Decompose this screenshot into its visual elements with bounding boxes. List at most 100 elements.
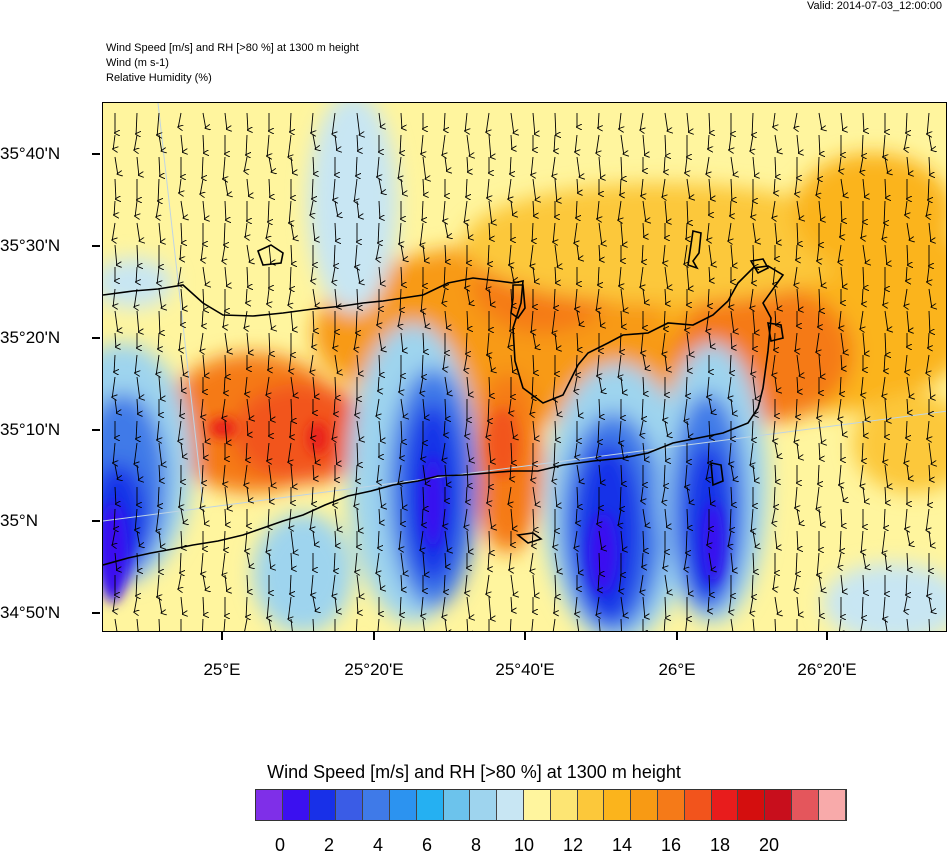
wind-arrow xyxy=(794,420,797,442)
wind-arrow xyxy=(334,530,336,546)
wind-arrow xyxy=(620,332,621,352)
wind-arrow xyxy=(640,574,643,592)
wind-arrow xyxy=(246,552,250,567)
wind-arrow xyxy=(818,420,822,443)
wind-arrow xyxy=(774,310,776,325)
wind-arrow xyxy=(202,420,206,442)
wind-arrow xyxy=(774,618,776,631)
wind-arrow xyxy=(400,596,401,615)
wind-arrow xyxy=(421,596,423,616)
wind-arrow xyxy=(466,530,469,552)
wind-arrow xyxy=(444,618,447,631)
wind-arrow xyxy=(422,200,423,220)
wind-arrow xyxy=(290,244,292,264)
wind-arrow xyxy=(928,464,930,480)
wind-arrow xyxy=(158,464,160,481)
wind-arrow xyxy=(290,112,291,132)
wind-arrow xyxy=(884,178,886,198)
wind-arrow xyxy=(420,376,423,393)
lat-tick xyxy=(92,612,100,614)
wind-arrow xyxy=(576,398,579,416)
wind-arrow xyxy=(730,354,731,373)
wind-arrow xyxy=(488,354,492,371)
wind-arrow xyxy=(422,508,423,525)
wind-arrow xyxy=(420,222,423,245)
wind-arrow xyxy=(400,398,404,417)
wind-arrow xyxy=(487,332,489,355)
wind-arrow xyxy=(794,112,797,128)
wind-arrow xyxy=(619,266,621,286)
wind-arrow xyxy=(312,288,316,306)
wind-arrow xyxy=(114,178,116,199)
wind-arrow xyxy=(134,134,137,150)
wind-arrow xyxy=(466,332,467,354)
wind-arrow xyxy=(290,552,292,569)
wind-arrow xyxy=(796,552,797,574)
wind-arrow xyxy=(663,552,665,568)
wind-arrow xyxy=(179,332,181,350)
wind-arrow xyxy=(576,354,577,375)
wind-arrow xyxy=(510,200,513,215)
colorbar-swatch xyxy=(363,790,390,820)
wind-arrow xyxy=(246,398,250,419)
wind-arrow xyxy=(642,552,643,567)
wind-arrow xyxy=(356,464,357,481)
wind-arrow xyxy=(334,508,338,530)
wind-arrow xyxy=(202,156,203,178)
wind-arrow xyxy=(884,398,887,421)
wind-arrow xyxy=(378,222,379,243)
wind-arrow xyxy=(729,596,731,612)
wind-arrow xyxy=(774,486,775,507)
wind-arrow xyxy=(884,464,888,487)
wind-arrow xyxy=(312,332,313,347)
wind-arrow xyxy=(884,354,885,371)
wind-arrow xyxy=(862,398,866,420)
wind-arrow xyxy=(795,486,797,508)
wind-arrow xyxy=(464,200,467,222)
wind-arrow xyxy=(332,112,335,134)
wind-arrow xyxy=(487,178,489,198)
valid-time: Valid: 2014-07-03_12:00:00 xyxy=(807,0,942,12)
wind-arrow xyxy=(618,508,621,525)
wind-arrow xyxy=(531,618,534,631)
wind-arrow xyxy=(906,530,910,545)
wind-arrow xyxy=(356,266,360,283)
wind-arrow xyxy=(532,508,534,530)
wind-arrow xyxy=(465,112,467,131)
wind-arrow xyxy=(664,156,665,172)
wind-arrow xyxy=(531,310,533,332)
wind-arrow xyxy=(312,464,314,479)
wind-arrow xyxy=(422,464,426,484)
lat-label: 34°50'N xyxy=(0,603,61,622)
wind-arrow xyxy=(662,332,665,354)
wind-arrow xyxy=(708,134,709,149)
wind-arrow xyxy=(861,222,863,238)
lon-tick xyxy=(826,632,828,640)
wind-arrow xyxy=(750,442,753,465)
wind-arrow xyxy=(862,596,863,618)
wind-arrow xyxy=(290,464,293,487)
wind-arrow xyxy=(598,244,600,260)
lat-label: 35°40'N xyxy=(0,144,61,163)
wind-arrow xyxy=(838,398,841,419)
wind-arrow xyxy=(421,288,423,311)
wind-arrow xyxy=(927,420,929,439)
wind-arrow xyxy=(355,244,357,267)
wind-arrow xyxy=(444,574,445,592)
colorbar-label: 16 xyxy=(660,835,682,855)
wind-arrow xyxy=(928,178,929,200)
wind-arrow xyxy=(574,222,577,243)
wind-arrow xyxy=(312,310,314,331)
wind-arrow xyxy=(180,596,183,614)
wind-arrow xyxy=(157,112,159,135)
wind-arrow xyxy=(266,222,269,238)
wind-arrow xyxy=(530,244,533,266)
wind-arrow xyxy=(642,354,646,369)
wind-arrow xyxy=(400,332,403,351)
wind-arrow xyxy=(928,596,932,612)
wind-arrow xyxy=(488,508,492,528)
wind-arrow xyxy=(312,376,315,397)
wind-arrow xyxy=(158,288,162,308)
wind-arrow xyxy=(684,244,687,264)
wind-arrow xyxy=(268,486,270,502)
